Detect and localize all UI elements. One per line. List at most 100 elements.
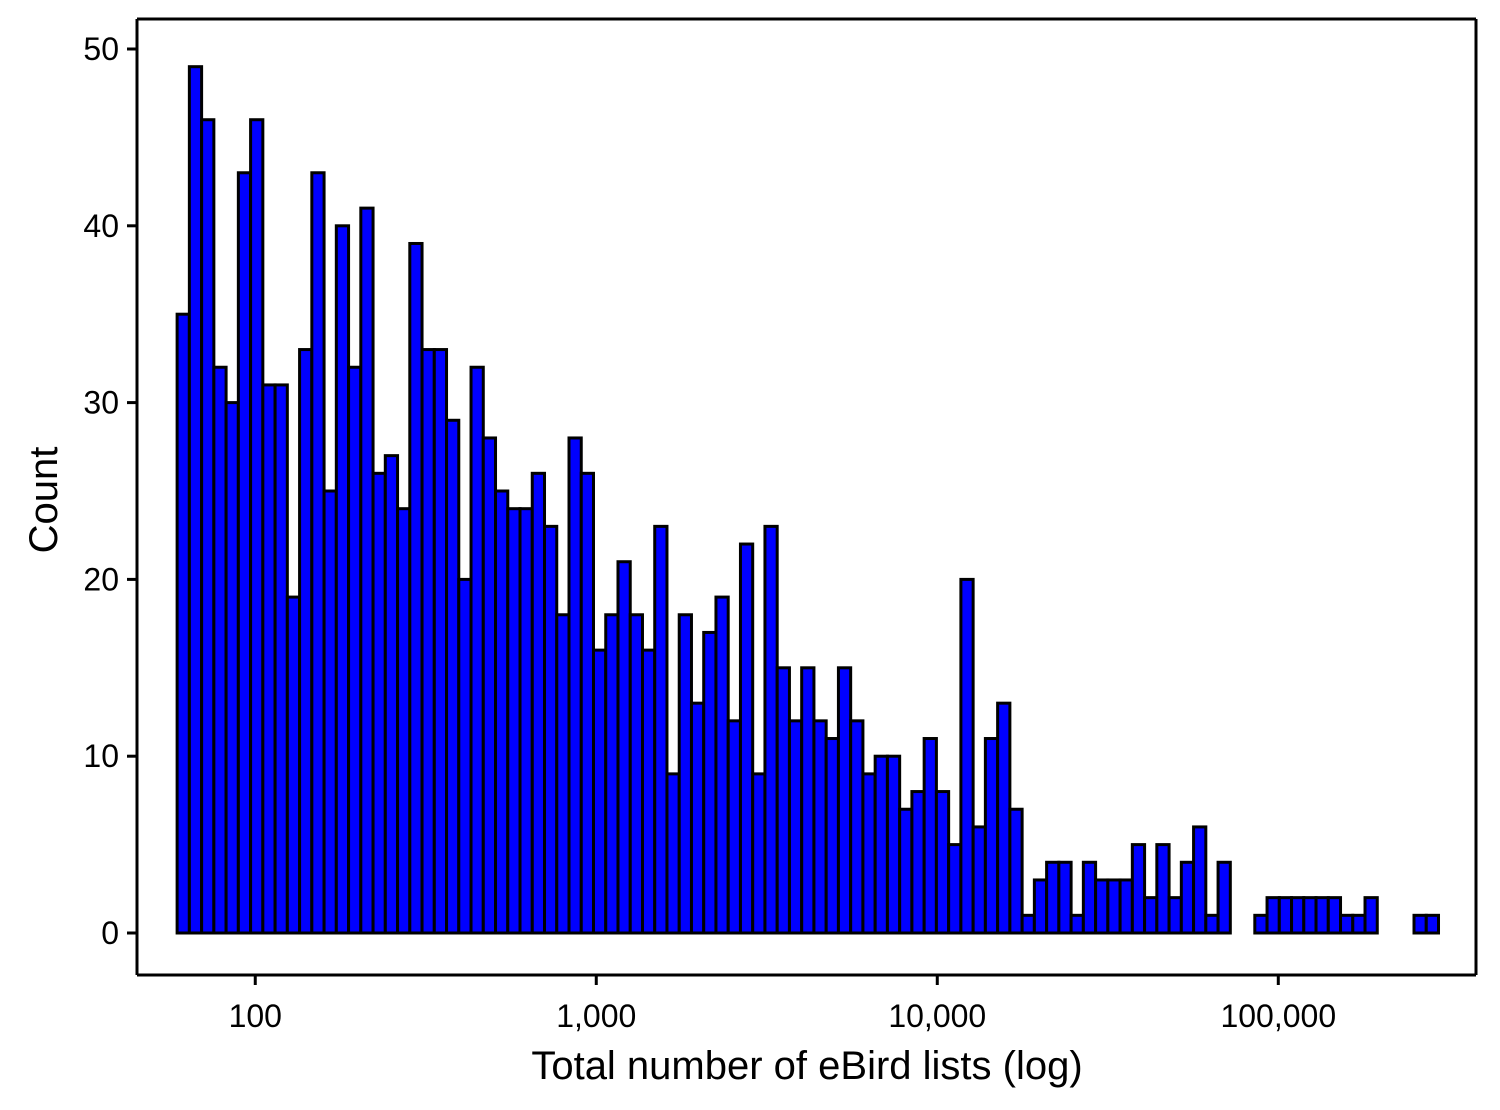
histogram-bar xyxy=(273,383,289,935)
histogram-bar xyxy=(1290,896,1306,935)
histogram-bar xyxy=(910,790,926,935)
histogram-bar xyxy=(702,630,718,935)
histogram-bar xyxy=(445,418,461,935)
histogram-bar xyxy=(1253,913,1269,935)
histogram-bar xyxy=(1314,896,1330,935)
histogram-bar xyxy=(1155,843,1171,935)
histogram-bar xyxy=(1277,896,1294,935)
histogram-bar xyxy=(334,224,351,935)
histogram-bar xyxy=(1008,807,1024,935)
x-tick-label: 1,000 xyxy=(556,998,636,1034)
histogram-bar xyxy=(885,754,902,935)
histogram-bar xyxy=(1143,896,1159,935)
histogram-bar xyxy=(420,348,436,935)
histogram-bar xyxy=(824,737,840,935)
histogram-bar xyxy=(236,171,253,935)
histogram-bar xyxy=(310,171,326,935)
histogram-bar xyxy=(787,719,804,935)
y-tick-label: 50 xyxy=(83,31,119,67)
histogram-bar xyxy=(591,648,608,935)
histogram-bar xyxy=(763,524,779,935)
histogram-bar xyxy=(1326,896,1343,935)
histogram-bar xyxy=(285,595,302,935)
histogram-bar xyxy=(1424,913,1441,935)
histogram-bar xyxy=(432,348,449,935)
histogram-bar xyxy=(1057,860,1073,935)
histogram-bar xyxy=(1069,913,1085,935)
histogram-bar xyxy=(249,118,265,935)
histogram-bar xyxy=(359,206,375,935)
histogram-bar xyxy=(347,365,363,935)
histogram-bar xyxy=(383,454,400,935)
histogram-bar xyxy=(506,507,522,935)
histogram-bar xyxy=(1339,913,1355,935)
histogram-bar xyxy=(579,471,595,935)
histogram-bar xyxy=(738,542,755,935)
histogram-bar xyxy=(959,577,975,935)
histogram-bar xyxy=(567,436,583,935)
histogram-bar xyxy=(800,666,816,935)
histogram-bar xyxy=(530,471,547,935)
histogram-bar xyxy=(971,825,987,935)
x-tick-label: 100,000 xyxy=(1220,998,1336,1034)
histogram-bar xyxy=(1118,878,1134,935)
histogram-bar xyxy=(640,648,657,935)
histogram-bar xyxy=(873,754,889,935)
histogram-bar xyxy=(1351,913,1367,935)
histogram-bar xyxy=(1265,896,1281,935)
histogram-bar xyxy=(677,613,693,935)
bars-layer xyxy=(175,65,1441,935)
histogram-bar xyxy=(408,241,424,935)
histogram-bar xyxy=(1130,843,1147,935)
histogram-bar xyxy=(1192,825,1208,935)
x-axis-title: Total number of eBird lists (log) xyxy=(531,1044,1082,1088)
histogram-bar xyxy=(469,365,485,935)
histogram-bar xyxy=(1045,860,1061,935)
histogram-bar xyxy=(1032,878,1049,935)
histogram-bar xyxy=(543,524,559,935)
y-axis-title: Count xyxy=(22,447,66,554)
y-tick-label: 0 xyxy=(101,915,119,951)
ticks-layer: 100 1,000 10,000 100,000 0 10 20 30 40 50 xyxy=(83,31,1336,1034)
histogram-bar xyxy=(922,737,938,935)
histogram-bar xyxy=(812,719,828,935)
histogram-bar xyxy=(836,666,853,935)
histogram-bar xyxy=(1363,896,1379,935)
histogram-bar xyxy=(898,807,914,935)
histogram-bar xyxy=(457,577,473,935)
histogram-bar xyxy=(298,348,314,935)
histogram-bar xyxy=(775,666,791,935)
histogram-bar xyxy=(212,365,228,935)
histogram-bar xyxy=(628,613,644,935)
y-tick-label: 20 xyxy=(83,561,119,597)
histogram-bar xyxy=(665,772,681,935)
histogram-bar xyxy=(224,401,240,935)
histogram-bar xyxy=(396,507,412,935)
histogram-bar xyxy=(983,737,1000,935)
histogram-bar xyxy=(1081,860,1098,935)
histogram-bar xyxy=(322,489,338,935)
histogram-bar xyxy=(1204,913,1220,935)
axes-layer xyxy=(135,17,1478,977)
histogram-bar xyxy=(371,471,387,935)
histogram-bar xyxy=(1020,913,1036,935)
histogram-bar xyxy=(1179,860,1196,935)
histogram-bar xyxy=(849,719,865,935)
y-tick-label: 10 xyxy=(83,738,119,774)
histogram-bar xyxy=(261,383,277,935)
y-tick-label: 30 xyxy=(83,385,119,421)
histogram-bar xyxy=(604,613,620,935)
histogram-bar xyxy=(175,312,191,935)
histogram-bar xyxy=(1106,878,1122,935)
histogram-bar xyxy=(653,524,669,935)
histogram-bar xyxy=(1216,860,1232,935)
histogram-bar xyxy=(1094,878,1110,935)
histogram-bar xyxy=(996,701,1012,935)
histogram-bar xyxy=(200,118,216,935)
histogram-bar xyxy=(934,790,951,935)
histogram-bar xyxy=(1167,896,1183,935)
histogram-bar xyxy=(187,65,204,935)
histogram-bar xyxy=(714,595,730,935)
